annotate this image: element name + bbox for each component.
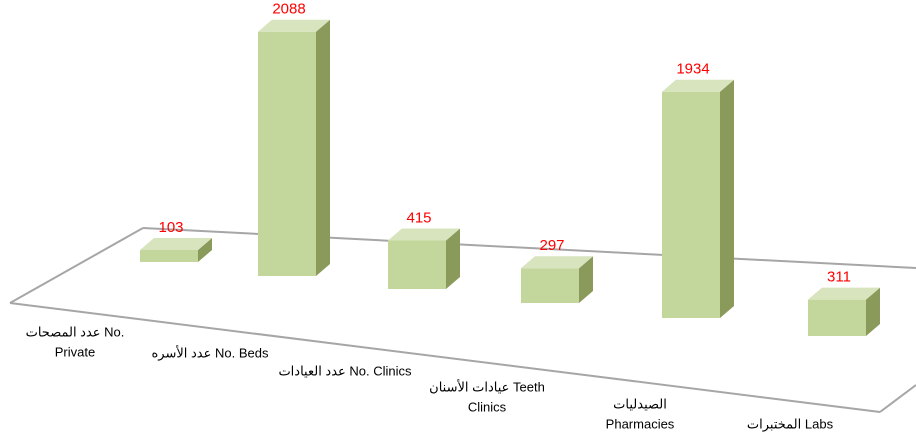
category-label: Pharmacies <box>606 416 675 431</box>
bar-top <box>140 237 212 250</box>
bar-top <box>258 19 330 32</box>
bar-front <box>140 249 198 262</box>
value-label: 297 <box>539 237 564 254</box>
bar <box>521 256 593 303</box>
value-label: 2088 <box>272 1 305 18</box>
value-label: 415 <box>406 209 431 226</box>
bar-top <box>662 79 734 92</box>
bar-side <box>579 256 593 303</box>
category-label: Clinics <box>468 399 507 414</box>
category-label: عدد المصحات No. <box>26 324 125 339</box>
bar-front <box>808 299 866 336</box>
floor-left-edge <box>9 227 144 304</box>
bar-front <box>521 268 579 303</box>
category-label: عدد العيادات No. Clinics <box>278 363 412 378</box>
floor-front-edge <box>9 302 881 413</box>
bar-side <box>198 237 212 262</box>
bar-side <box>866 287 880 336</box>
value-label: 1934 <box>676 61 709 78</box>
bar <box>808 287 880 336</box>
bar-side <box>446 228 460 289</box>
bar <box>662 79 734 318</box>
bar-side <box>316 19 330 276</box>
bar <box>388 228 460 289</box>
bar-top <box>808 287 880 300</box>
bar-side <box>720 79 734 318</box>
bar <box>258 19 330 277</box>
category-label: عيادات الأسنان Teeth <box>429 378 545 394</box>
category-label: عدد الأسره No. Beds <box>152 344 269 361</box>
bar-front <box>258 31 316 277</box>
bar-front <box>388 240 446 289</box>
bar <box>140 237 212 262</box>
floor-right-edge <box>879 384 916 413</box>
value-label: 311 <box>827 269 851 286</box>
bar-front <box>662 91 720 318</box>
bar-top <box>388 228 460 241</box>
value-label: 103 <box>158 219 183 236</box>
category-label: الصيدليات <box>613 396 667 411</box>
category-label: Private <box>55 344 95 359</box>
bar-top <box>521 256 593 269</box>
category-label: المختبرات Labs <box>747 416 834 432</box>
